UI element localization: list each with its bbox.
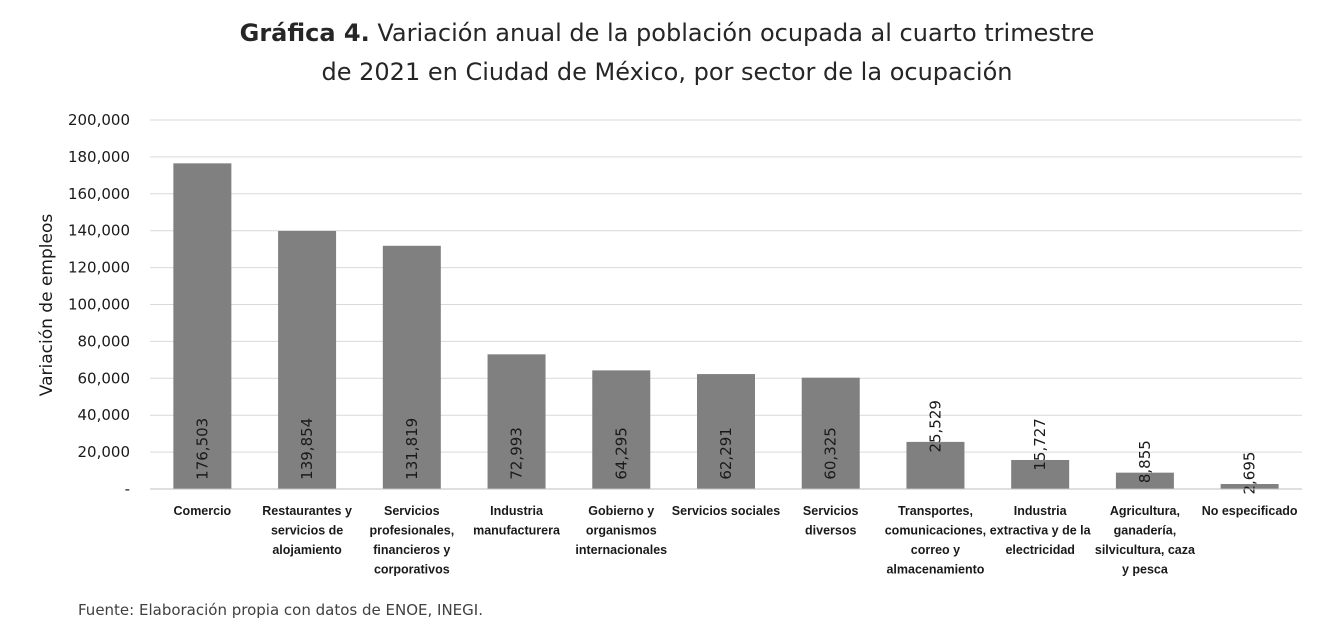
category-label: Restaurantes y servicios de alojamiento (262, 504, 352, 557)
bar (592, 370, 651, 489)
bar (697, 374, 755, 489)
bar (801, 377, 860, 489)
category-label: Industria extractiva y de la electricidad (990, 504, 1092, 557)
category-label: Gobierno y organismos internacionales (575, 504, 667, 557)
chart-title: Gráfica 4. Variación anual de la poblaci… (0, 14, 1334, 92)
category-labels: Comercio Restaurantes y servicios de alojam… (174, 504, 1298, 577)
bar (487, 354, 546, 489)
y-tick-label: 40,000 (78, 406, 131, 424)
data-label: 2,695 (1241, 452, 1259, 495)
y-tick-label: 100,000 (68, 296, 130, 314)
title-bold: Gráfica 4. (239, 19, 370, 47)
data-label: 60,325 (822, 427, 840, 480)
y-axis-ticks: - 20,000 40,000 60,000 80,000 100,000 120,000 1… (68, 111, 130, 498)
category-label: Comercio (174, 504, 232, 518)
category-label: Servicios diversos (803, 504, 859, 538)
y-tick-label: 180,000 (68, 148, 130, 166)
y-tick-label: 60,000 (78, 369, 131, 387)
title-rest: Variación anual de la población ocupada … (369, 19, 1095, 47)
data-label: 176,503 (193, 418, 211, 480)
bar (1011, 459, 1070, 489)
category-label: Industria manufacturera (473, 504, 561, 538)
bar (278, 230, 337, 490)
data-label: 64,295 (612, 427, 630, 480)
category-label: Servicios sociales (672, 504, 780, 518)
y-tick-label: 160,000 (68, 185, 130, 203)
data-label: 139,854 (298, 418, 316, 480)
data-label: 15,727 (1031, 418, 1049, 471)
y-tick-label: - (125, 480, 130, 498)
bar (382, 245, 441, 489)
data-label: 72,993 (508, 427, 526, 480)
y-tick-label: 20,000 (78, 443, 131, 461)
title-line-2: de 2021 en Ciudad de México, por sector … (321, 58, 1013, 86)
y-axis-title: Variación de empleos (37, 214, 57, 397)
data-labels: 176,503 139,854 131,819 72,993 64,295 62,291 6… (193, 400, 1258, 494)
data-label: 62,291 (717, 427, 735, 480)
bar (1220, 484, 1279, 489)
source-note: Fuente: Elaboración propia con datos de … (78, 601, 483, 619)
bar (1115, 472, 1174, 489)
y-tick-label: 80,000 (78, 332, 131, 350)
y-tick-label: 140,000 (68, 222, 130, 240)
gridlines (150, 119, 1302, 453)
data-label: 131,819 (403, 418, 421, 480)
bar (906, 441, 965, 489)
data-label: 8,855 (1136, 440, 1154, 483)
y-tick-label: 120,000 (68, 259, 130, 277)
data-label: 25,529 (926, 400, 944, 453)
category-label: Transportes, comunicaciones, correo y almac… (885, 504, 986, 577)
category-label: Servicios profesionales, financieros y corp… (369, 504, 454, 577)
y-tick-label: 200,000 (68, 111, 130, 129)
category-label: Agricultura, ganadería, silvicultura, caza… (1095, 504, 1196, 577)
bar (173, 163, 232, 489)
category-label: No especificado (1202, 504, 1298, 518)
bars (173, 163, 1279, 490)
